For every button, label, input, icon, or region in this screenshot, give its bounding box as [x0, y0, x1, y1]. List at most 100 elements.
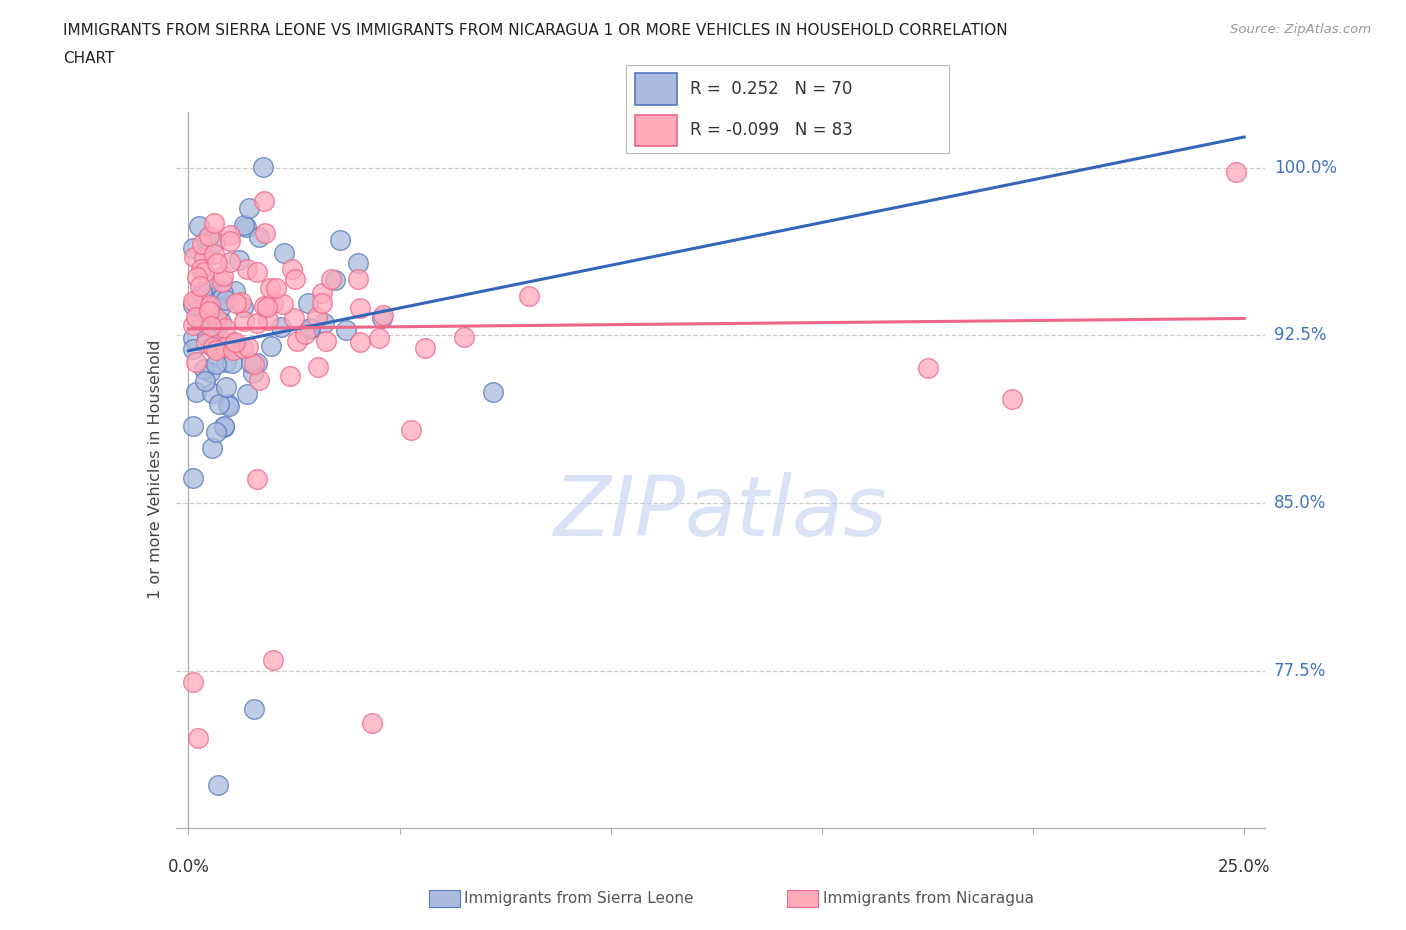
Point	[315, 333, 337, 348]
Point	[260, 339, 283, 353]
Point	[253, 193, 276, 208]
Point	[198, 365, 221, 379]
Point	[1001, 392, 1024, 406]
Point	[285, 334, 308, 349]
Point	[254, 226, 277, 241]
Point	[347, 272, 370, 286]
Point	[205, 342, 228, 357]
Point	[195, 336, 218, 351]
Point	[181, 330, 204, 345]
Point	[193, 361, 215, 376]
Point	[198, 304, 221, 319]
Point	[299, 322, 322, 337]
Point	[200, 311, 222, 325]
Point	[202, 216, 225, 231]
Point	[246, 316, 269, 331]
Point	[193, 265, 215, 280]
Point	[228, 253, 250, 268]
Point	[222, 343, 245, 358]
Point	[307, 310, 329, 325]
Point	[1225, 165, 1247, 179]
Point	[190, 279, 212, 294]
Point	[264, 281, 287, 296]
Point	[242, 365, 264, 380]
Point	[186, 355, 208, 370]
Point	[184, 385, 207, 400]
Point	[246, 472, 269, 486]
Point	[413, 340, 436, 355]
Point	[224, 335, 246, 350]
Point	[347, 256, 370, 271]
Text: R = -0.099   N = 83: R = -0.099 N = 83	[690, 122, 853, 140]
Point	[253, 299, 276, 313]
Point	[325, 272, 347, 287]
Text: 100.0%: 100.0%	[1274, 158, 1337, 177]
Point	[218, 228, 240, 243]
Point	[319, 272, 342, 286]
Point	[181, 675, 204, 690]
Point	[232, 340, 254, 355]
Text: CHART: CHART	[63, 51, 115, 66]
Point	[184, 309, 207, 324]
Point	[181, 241, 204, 256]
Point	[917, 360, 939, 375]
Text: R =  0.252   N = 70: R = 0.252 N = 70	[690, 80, 852, 98]
Point	[246, 265, 269, 280]
Point	[284, 272, 307, 286]
Point	[247, 230, 270, 245]
Point	[190, 261, 212, 276]
Point	[219, 255, 242, 270]
Point	[187, 731, 209, 746]
Point	[181, 294, 204, 309]
Y-axis label: 1 or more Vehicles in Household: 1 or more Vehicles in Household	[148, 339, 163, 600]
Point	[222, 337, 245, 352]
Point	[215, 292, 238, 307]
Point	[221, 355, 243, 370]
Point	[232, 299, 254, 314]
Point	[236, 339, 259, 354]
Point	[211, 334, 233, 349]
Point	[278, 368, 301, 383]
Point	[329, 232, 352, 247]
Point	[187, 219, 209, 233]
Point	[298, 320, 321, 335]
Point	[311, 286, 333, 301]
Text: Immigrants from Sierra Leone: Immigrants from Sierra Leone	[464, 891, 693, 906]
Point	[201, 339, 224, 353]
Point	[243, 357, 266, 372]
Point	[312, 315, 335, 330]
Point	[238, 201, 260, 216]
Point	[218, 398, 240, 413]
Point	[453, 329, 475, 344]
Point	[399, 422, 422, 437]
Point	[201, 339, 224, 354]
FancyBboxPatch shape	[636, 73, 678, 105]
Point	[271, 297, 294, 312]
Text: ZIPatlas: ZIPatlas	[554, 472, 887, 553]
Point	[195, 329, 218, 344]
Point	[273, 246, 295, 260]
Point	[204, 424, 226, 439]
Point	[181, 418, 204, 433]
Point	[212, 419, 235, 434]
Point	[235, 261, 257, 276]
Point	[247, 372, 270, 387]
Point	[183, 250, 205, 265]
Point	[191, 285, 214, 299]
Point	[212, 268, 235, 283]
Point	[262, 295, 284, 310]
Point	[371, 311, 394, 325]
Point	[246, 356, 269, 371]
Point	[297, 296, 319, 311]
Point	[281, 261, 304, 276]
Point	[202, 246, 225, 261]
Point	[257, 312, 280, 327]
Point	[207, 312, 229, 326]
Point	[209, 286, 232, 301]
Text: 77.5%: 77.5%	[1274, 662, 1326, 680]
Point	[481, 385, 503, 400]
Point	[208, 283, 231, 298]
Point	[240, 355, 263, 370]
Point	[242, 701, 264, 716]
Point	[270, 320, 292, 335]
